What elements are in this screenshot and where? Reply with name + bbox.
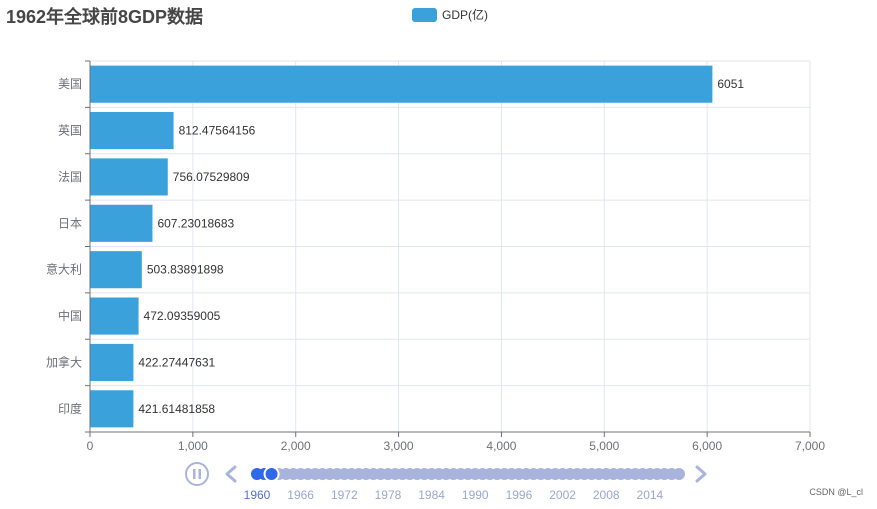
y-tick-label: 加拿大 bbox=[46, 354, 82, 369]
timeline-point[interactable] bbox=[673, 468, 685, 480]
bar[interactable] bbox=[90, 158, 168, 196]
bar[interactable] bbox=[90, 112, 174, 150]
bar[interactable] bbox=[90, 297, 139, 335]
y-tick-label: 美国 bbox=[58, 77, 82, 91]
bar-value-label: 421.61481858 bbox=[138, 402, 215, 416]
bar[interactable] bbox=[90, 390, 134, 428]
bars: 6051 812.47564156 756.07529809 607.23018683… bbox=[90, 65, 744, 428]
timeline-label[interactable]: 1960 bbox=[243, 488, 271, 502]
x-tick-label: 6,000 bbox=[692, 439, 722, 453]
pause-icon-ring bbox=[185, 462, 209, 486]
bar[interactable] bbox=[90, 343, 134, 381]
y-tick-label: 意大利 bbox=[46, 262, 82, 277]
timeline-label[interactable]: 2014 bbox=[636, 488, 664, 502]
bar-value-label: 607.23018683 bbox=[157, 216, 234, 230]
bar[interactable] bbox=[90, 251, 142, 289]
bar-value-label: 472.09359005 bbox=[144, 309, 221, 323]
x-tick-label: 0 bbox=[87, 439, 94, 453]
timeline-label[interactable]: 1972 bbox=[330, 488, 358, 502]
bar-value-label: 503.83891898 bbox=[147, 263, 224, 277]
y-tick-label: 法国 bbox=[58, 170, 82, 184]
timeline-label[interactable]: 1966 bbox=[287, 488, 314, 502]
y-tick-label: 印度 bbox=[58, 401, 82, 416]
timeline-label[interactable]: 1978 bbox=[374, 488, 402, 502]
bar-value-label: 812.47564156 bbox=[179, 124, 256, 138]
bar[interactable] bbox=[90, 65, 713, 103]
bar-value-label: 6051 bbox=[717, 77, 744, 91]
bar-value-label: 756.07529809 bbox=[173, 170, 250, 184]
y-tick-label: 英国 bbox=[58, 124, 82, 138]
pause-icon-bar-right bbox=[198, 469, 201, 479]
x-tick-label: 2,000 bbox=[281, 439, 311, 453]
timeline-label[interactable]: 1996 bbox=[505, 488, 533, 502]
legend-label: GDP(亿) bbox=[442, 8, 488, 22]
chart-title: 1962年全球前8GDP数据 bbox=[6, 7, 204, 27]
legend-item-gdp[interactable]: GDP(亿) bbox=[412, 6, 488, 23]
timeline-label[interactable]: 2008 bbox=[592, 488, 620, 502]
watermark: CSDN @L_cl bbox=[809, 487, 863, 497]
timeline-label[interactable]: 2002 bbox=[549, 488, 576, 502]
bar-value-label: 422.27447631 bbox=[138, 355, 215, 369]
timeline-label[interactable]: 1984 bbox=[418, 488, 445, 502]
x-tick-label: 7,000 bbox=[795, 439, 825, 453]
x-tick-label: 3,000 bbox=[384, 439, 414, 453]
y-tick-label: 日本 bbox=[58, 216, 82, 230]
bar[interactable] bbox=[90, 204, 153, 242]
pause-icon-bar-left bbox=[193, 469, 196, 479]
timeline-track bbox=[251, 466, 685, 482]
timeline-handle[interactable] bbox=[263, 466, 280, 482]
y-tick-label: 中国 bbox=[58, 308, 82, 323]
timeline-label[interactable]: 1990 bbox=[461, 488, 489, 502]
x-tick-label: 4,000 bbox=[486, 439, 516, 453]
next-chevron-icon[interactable] bbox=[695, 465, 707, 483]
play-pause-button[interactable] bbox=[185, 462, 209, 486]
x-tick-label: 5,000 bbox=[589, 439, 619, 453]
prev-chevron-icon[interactable] bbox=[225, 465, 237, 483]
x-tick-label: 1,000 bbox=[178, 439, 208, 453]
legend-swatch bbox=[412, 7, 437, 22]
